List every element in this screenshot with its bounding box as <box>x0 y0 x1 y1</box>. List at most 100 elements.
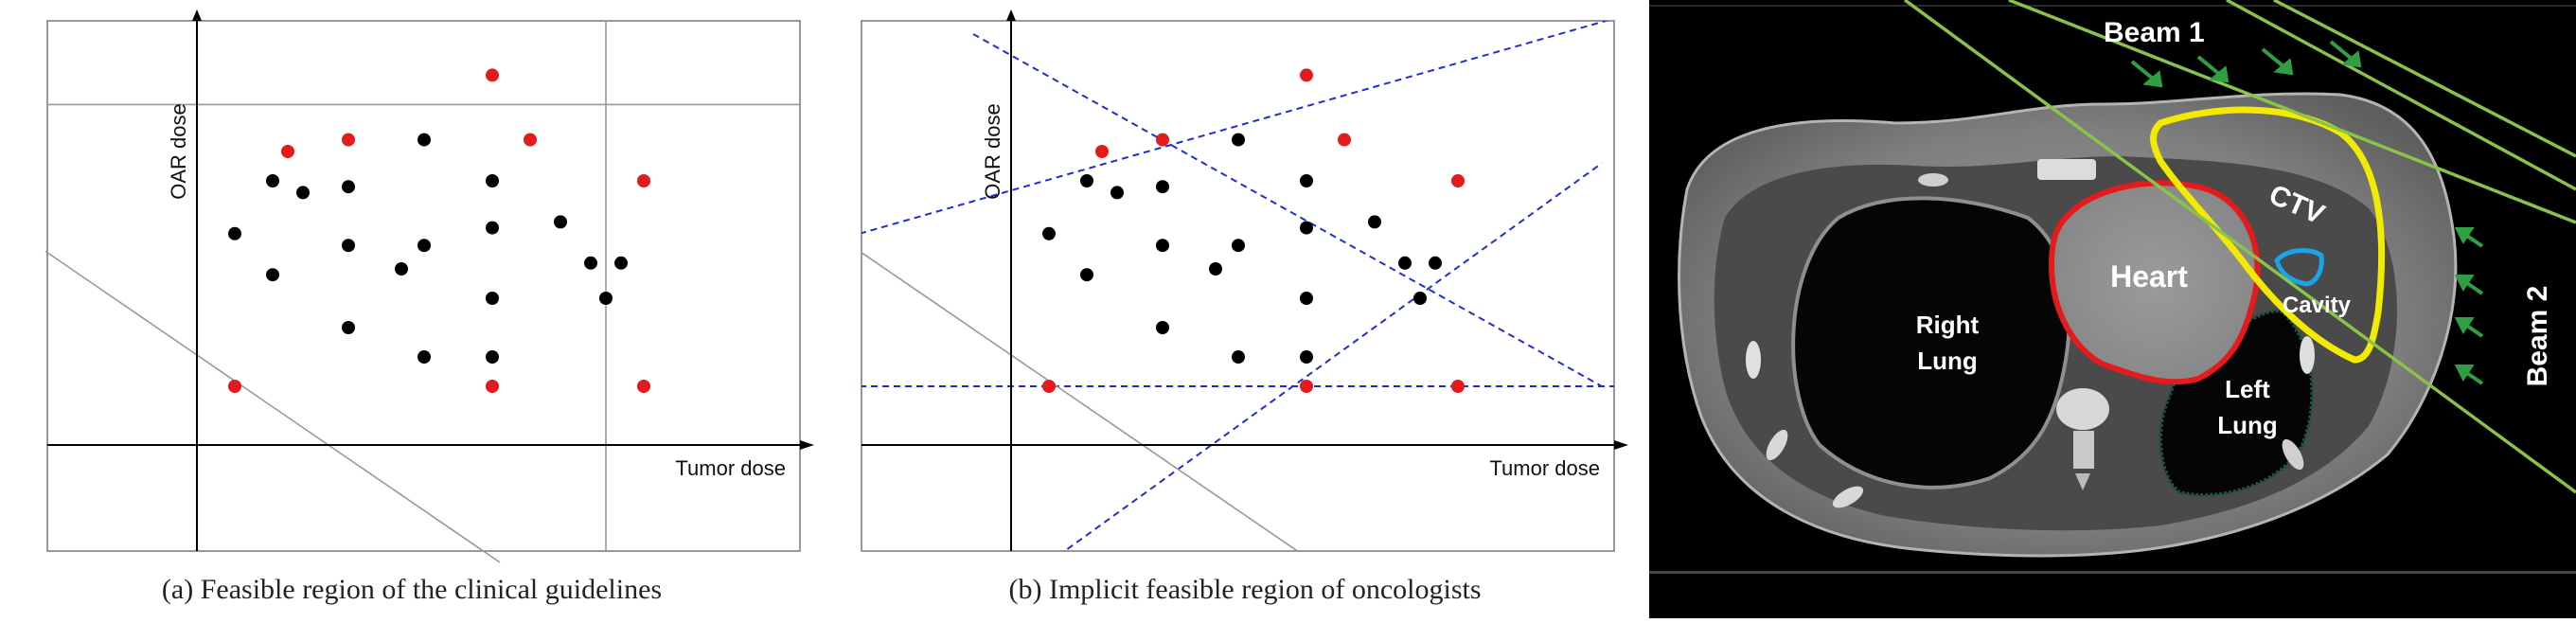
rejected-plan-point <box>342 133 355 147</box>
accepted-plan-point <box>1209 262 1222 276</box>
ct-scan-image: Beam 1 Beam 2 CTV Heart Right Lung Left … <box>1649 0 2576 618</box>
spinal-process <box>2073 431 2094 469</box>
implicit-boundary-line <box>1062 162 1603 551</box>
accepted-plan-point <box>486 221 499 235</box>
accepted-plan-point <box>1080 174 1093 187</box>
accepted-plan-point <box>1429 256 1442 270</box>
tradeoff-guideline <box>44 250 501 563</box>
tradeoff-guideline <box>862 251 1299 551</box>
caption-a: (a) Feasible region of the clinical guid… <box>162 574 662 605</box>
x-axis-arrow <box>1614 440 1628 450</box>
accepted-plan-point <box>1156 321 1169 334</box>
accepted-plan-point <box>417 239 431 253</box>
beam1-arrows <box>2130 40 2362 88</box>
accepted-plan-point <box>342 321 355 334</box>
rejected-plan-point <box>1300 68 1313 82</box>
accepted-plan-point <box>554 215 567 229</box>
accepted-plan-point <box>486 174 499 187</box>
left-lung-label-1: Left <box>2225 375 2270 403</box>
implicit-region-chart: Tumor dose OAR dose (b) Implicit feasibl… <box>861 9 1628 605</box>
accepted-plan-point <box>395 262 408 276</box>
heart-label: Heart <box>2110 259 2188 294</box>
rejected-plan-point <box>637 380 650 393</box>
left-lung-label-2: Lung <box>2217 411 2278 439</box>
spinal-tip <box>2075 473 2090 490</box>
accepted-plan-point <box>1300 174 1313 187</box>
accepted-plan-point <box>1042 226 1056 240</box>
accepted-plan-point <box>1368 215 1381 229</box>
rib <box>2282 438 2304 471</box>
implicit-boundary-line <box>862 21 1609 235</box>
accepted-plan-point <box>1300 221 1313 235</box>
x-axis-label: Tumor dose <box>675 456 786 480</box>
beam-line <box>2008 0 2576 224</box>
beam2-label: Beam 2 <box>2522 286 2553 387</box>
y-axis-label: OAR dose <box>167 103 190 200</box>
accepted-plan-point <box>342 180 355 194</box>
right-lung-label-1: Right <box>1916 311 1980 339</box>
rejected-plan-point <box>486 380 499 393</box>
accepted-plan-point <box>266 174 279 187</box>
accepted-plan-point <box>1080 268 1093 282</box>
rejected-plan-point <box>1300 380 1313 393</box>
rejected-plan-point <box>637 174 650 187</box>
y-axis-arrow <box>1006 9 1016 21</box>
rejected-plan-point <box>1042 380 1056 393</box>
rib <box>1832 486 1864 508</box>
accepted-plan-point <box>1232 239 1245 253</box>
x-axis-label: Tumor dose <box>1489 456 1600 480</box>
accepted-plan-point <box>266 268 279 282</box>
accepted-plan-point <box>486 350 499 364</box>
accepted-plan-point <box>1156 239 1169 253</box>
rejected-plan-point <box>524 133 537 147</box>
y-axis-label: OAR dose <box>981 103 1004 200</box>
scanner-table-marks <box>1649 571 2576 574</box>
plot-frame <box>861 20 1615 552</box>
vertebra <box>2056 388 2109 430</box>
rejected-plan-point <box>228 380 241 393</box>
caption-b: (b) Implicit feasible region of oncologi… <box>1008 574 1481 605</box>
accepted-plan-point <box>1300 292 1313 305</box>
beam1-label: Beam 1 <box>2104 17 2205 48</box>
rejected-plan-point <box>281 145 294 158</box>
rejected-plan-point <box>1156 133 1169 147</box>
sternum <box>2037 159 2096 180</box>
guide-lines <box>44 21 800 563</box>
accepted-plan-point <box>599 292 613 305</box>
beam-line <box>1903 0 2576 494</box>
x-axis-arrow <box>800 440 814 450</box>
plot-frame <box>46 20 801 552</box>
right-lung-label-2: Lung <box>1917 347 1978 375</box>
rib <box>1746 341 1761 379</box>
rejected-plan-point <box>1338 133 1351 147</box>
rib <box>1918 173 1948 187</box>
accepted-plan-point <box>1232 133 1245 147</box>
rejected-plan-point <box>1095 145 1109 158</box>
data-points <box>228 68 650 393</box>
data-points <box>1042 68 1465 393</box>
feasible-region-chart: Tumor dose OAR dose (a) Feasible region … <box>44 9 814 605</box>
guide-lines <box>862 21 1614 551</box>
beam2-arrows <box>2454 227 2484 385</box>
accepted-plan-point <box>417 350 431 364</box>
heart-contour <box>2048 180 2261 385</box>
accepted-plan-point <box>342 239 355 253</box>
chart-panel-b: Tumor dose OAR dose (b) Implicit feasibl… <box>824 0 1647 618</box>
accepted-plan-point <box>614 256 628 270</box>
cavity-contour <box>2274 248 2324 287</box>
cavity-label: Cavity <box>2283 293 2352 318</box>
implicit-boundary-line <box>972 33 1603 387</box>
accepted-plan-point <box>228 226 241 240</box>
accepted-plan-point <box>296 186 310 200</box>
rib <box>1766 429 1788 461</box>
accepted-plan-point <box>1156 180 1169 194</box>
chart-panel-a: Tumor dose OAR dose (a) Feasible region … <box>0 0 824 618</box>
rejected-plan-point <box>1451 380 1465 393</box>
accepted-plan-point <box>417 133 431 147</box>
accepted-plan-point <box>1110 186 1124 200</box>
right-lung <box>1791 196 2071 490</box>
rib <box>2300 336 2315 374</box>
accepted-plan-point <box>1413 292 1427 305</box>
beam-line <box>2273 0 2576 158</box>
accepted-plan-point <box>1300 350 1313 364</box>
